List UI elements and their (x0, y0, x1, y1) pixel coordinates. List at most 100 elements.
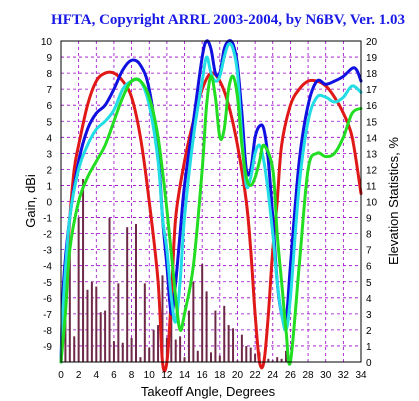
y-tick-label: -5 (43, 278, 52, 289)
elevation-bars (64, 179, 292, 362)
elevation-bar (121, 342, 124, 362)
elevation-bar (245, 345, 248, 362)
y2-tick-label: 13 (366, 149, 378, 160)
elevation-bar (68, 240, 71, 362)
y2-tick-label: 20 (366, 37, 378, 48)
elevation-bar (135, 223, 137, 362)
elevation-bar (139, 357, 142, 362)
x-tick-label: 30 (320, 370, 332, 381)
y2-tick-label: 0 (366, 358, 372, 369)
x-tick-label: 6 (111, 370, 117, 381)
x-tick-label: 20 (232, 370, 244, 381)
y2-tick-label: 5 (366, 278, 372, 289)
x-axis-label: Takeoff Angle, Degrees (141, 384, 276, 399)
elevation-bar (152, 329, 155, 362)
y2-tick-label: 2 (366, 326, 372, 337)
y2-tick-label: 12 (366, 165, 378, 176)
elevation-bar (112, 341, 115, 362)
y2-axis-label: Elevation Statistics, % (386, 137, 401, 265)
elevation-bar (108, 217, 111, 362)
elevation-bar (276, 357, 279, 362)
y2-tick-label: 17 (366, 85, 378, 96)
y-tick-label: -7 (43, 310, 52, 321)
y-tick-label: 9 (46, 53, 52, 64)
elevation-bar (148, 347, 151, 362)
elevation-bar (236, 360, 239, 362)
x-tick-label: 24 (267, 370, 279, 381)
y-tick-label: 8 (46, 69, 52, 80)
y-tick-label: 6 (46, 101, 52, 112)
x-tick-label: 22 (250, 370, 262, 381)
elevation-bar (271, 360, 274, 362)
elevation-bar (232, 328, 235, 362)
elevation-bar (187, 310, 190, 362)
x-tick-label: 0 (58, 370, 64, 381)
y-tick-label: -2 (43, 230, 52, 241)
y-tick-label: -4 (43, 262, 52, 273)
elevation-bar (267, 358, 270, 362)
y-tick-label: 7 (46, 85, 52, 96)
elevation-bar (196, 350, 199, 362)
gain-series (59, 39, 363, 373)
y-axis-label: Gain, dBi (23, 174, 38, 228)
elevation-bar (240, 334, 243, 362)
elevation-bar (143, 283, 146, 362)
x-tick-label: 34 (355, 370, 367, 381)
y2-tick-label: 4 (366, 294, 372, 305)
y2-tick-label: 8 (366, 230, 372, 241)
y-tick-label: 5 (46, 117, 52, 128)
y-tick-label: -1 (43, 214, 52, 225)
elevation-bar (95, 286, 98, 362)
elevation-bar (285, 350, 287, 362)
elevation-bar (104, 310, 107, 362)
elevation-bar (86, 289, 89, 362)
x-tick-label: 18 (214, 370, 226, 381)
series-line-4 (59, 74, 363, 366)
elevation-bar (254, 353, 257, 362)
x-tick-label: 32 (338, 370, 350, 381)
elevation-bar (99, 312, 102, 362)
x-tick-labels: 0 2 4 6 8 10 12 14 16 18 20 22 24 26 28 30 32 34 (58, 370, 367, 381)
x-tick-label: 16 (197, 370, 209, 381)
y-tick-label: -3 (43, 246, 52, 257)
elevation-bar (205, 291, 208, 362)
elevation-bar (77, 217, 80, 362)
x-tick-label: 10 (144, 370, 156, 381)
y-tick-label: -8 (43, 326, 52, 337)
elevation-bar (130, 337, 133, 362)
y2-tick-label: 19 (366, 53, 378, 64)
y-tick-label: -6 (43, 294, 52, 305)
x-tick-label: 12 (161, 370, 173, 381)
chart-title: HFTA, Copyright ARRL 2003-2004, by N6BV,… (51, 12, 405, 28)
plot-frame (60, 40, 362, 363)
y2-tick-label: 18 (366, 69, 378, 80)
y2-tick-label: 1 (366, 342, 372, 353)
elevation-bar (249, 347, 252, 362)
elevation-bar (201, 264, 204, 362)
series-line-1 (59, 70, 363, 373)
elevation-bar (157, 325, 160, 362)
x-tick-label: 4 (94, 370, 100, 381)
elevation-bar (183, 357, 186, 362)
y2-tick-label: 11 (366, 181, 377, 192)
y2-tick-label: 3 (366, 310, 372, 321)
x-tick-label: 26 (285, 370, 297, 381)
y-tick-label: 0 (46, 198, 52, 209)
elevation-bar (192, 281, 195, 362)
y2-tick-label: 7 (366, 246, 372, 257)
elevation-bar (214, 310, 217, 362)
y-tick-label: 1 (46, 181, 52, 192)
elevation-bar (227, 325, 230, 362)
y2-tick-label: 10 (366, 198, 378, 209)
elevation-bar (170, 299, 173, 362)
x-tick-label: 2 (76, 370, 82, 381)
x-tick-label: 14 (179, 370, 191, 381)
y2-tick-label: 9 (366, 214, 372, 225)
elevation-bar (210, 352, 212, 362)
elevation-bar (179, 336, 182, 362)
y2-tick-label: 6 (366, 262, 372, 273)
x-tick-label: 8 (129, 370, 135, 381)
elevation-bar (174, 339, 177, 362)
